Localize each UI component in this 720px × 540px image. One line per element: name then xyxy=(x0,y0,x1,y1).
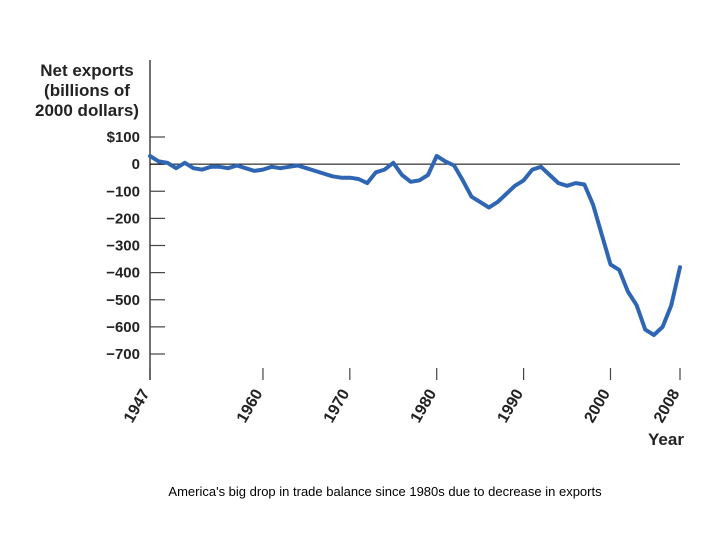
y-axis-title-line: 2000 dollars) xyxy=(35,101,139,120)
x-tick-label: 1947 xyxy=(121,386,154,425)
x-tick-label: 1980 xyxy=(408,386,441,425)
x-tick-label: 1960 xyxy=(234,386,267,425)
y-tick-label: 0 xyxy=(132,156,140,173)
caption: America's big drop in trade balance sinc… xyxy=(168,484,602,499)
net-exports-line xyxy=(148,154,682,337)
y-tick-label: −500 xyxy=(106,292,140,309)
x-tick-label: 1990 xyxy=(495,386,528,425)
y-tick-label: −200 xyxy=(106,210,140,227)
x-tick-label: 2000 xyxy=(581,386,614,425)
y-axis-title-line: (billions of xyxy=(44,81,130,100)
y-tick-label: −700 xyxy=(106,346,140,363)
y-tick-label: −100 xyxy=(106,183,140,200)
y-tick-label: $100 xyxy=(107,129,140,146)
x-axis-title: Year xyxy=(648,430,684,449)
y-axis-title: Net exports (billions of 2000 dollars) xyxy=(35,61,139,120)
x-axis-ticks: 1947 1960 1970 1980 1990 2000 2008 xyxy=(121,368,684,426)
x-tick-label: 2008 xyxy=(651,386,684,425)
y-tick-label: −600 xyxy=(106,319,140,336)
y-axis-title-line: Net exports xyxy=(40,61,134,80)
x-tick-label: 1970 xyxy=(321,386,354,425)
y-tick-label: −400 xyxy=(106,265,140,282)
y-axis-ticks: $100 0 −100 −200 −300 −400 −500 −600 −700 xyxy=(106,129,165,363)
y-tick-label: −300 xyxy=(106,238,140,255)
